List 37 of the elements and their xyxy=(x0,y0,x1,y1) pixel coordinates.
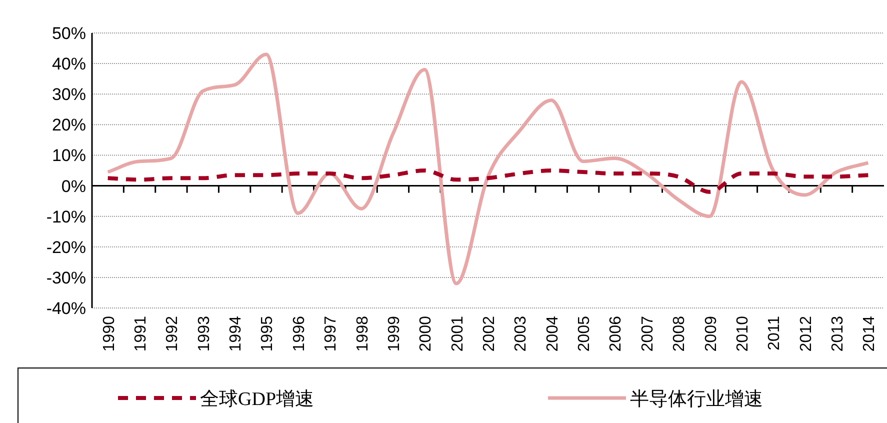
y-tick-label: -40% xyxy=(46,299,86,318)
legend-label: 半导体行业增速 xyxy=(630,389,763,410)
x-tick-label: 1998 xyxy=(354,316,372,352)
x-tick-label: 1991 xyxy=(132,316,150,352)
x-tick-label: 1996 xyxy=(290,316,308,352)
y-tick-label: -10% xyxy=(46,207,86,226)
x-tick-label: 1999 xyxy=(386,316,403,352)
y-tick-label: 0% xyxy=(61,176,86,196)
y-tick-label: 30% xyxy=(52,85,86,104)
x-tick-label: 2014 xyxy=(861,316,878,352)
x-tick-label: 2010 xyxy=(734,316,752,352)
y-tick-label: -20% xyxy=(46,238,86,257)
y-tick-label: 20% xyxy=(52,116,86,135)
x-tick-label: 2002 xyxy=(481,316,498,352)
x-tick-label: 2006 xyxy=(608,316,625,352)
x-tick-label: 2013 xyxy=(829,316,846,352)
y-tick-label: 50% xyxy=(52,24,86,43)
y-tick-label: -30% xyxy=(46,268,86,288)
x-tick-label: 2001 xyxy=(449,316,466,352)
x-tick-label: 1992 xyxy=(164,316,182,352)
y-tick-label: 40% xyxy=(52,54,86,74)
x-tick-label: 2008 xyxy=(671,316,688,352)
x-tick-label: 2005 xyxy=(576,316,594,352)
y-tick-label: 10% xyxy=(52,146,86,166)
x-tick-label: 2012 xyxy=(798,316,815,352)
x-tick-label: 1993 xyxy=(196,316,213,352)
x-tick-label: 1995 xyxy=(259,316,276,352)
legend-label: 全球GDP增速 xyxy=(200,389,314,410)
x-tick-label: 2009 xyxy=(702,316,720,352)
x-tick-label: 2000 xyxy=(418,316,435,352)
x-tick-label: 2003 xyxy=(512,316,530,352)
x-tick-label: 1990 xyxy=(100,316,118,352)
x-tick-label: 1997 xyxy=(322,316,340,352)
x-tick-label: 2011 xyxy=(766,316,784,350)
x-tick-label: 2004 xyxy=(544,316,562,352)
x-tick-label: 1994 xyxy=(228,316,245,352)
x-tick-label: 2007 xyxy=(639,316,656,352)
